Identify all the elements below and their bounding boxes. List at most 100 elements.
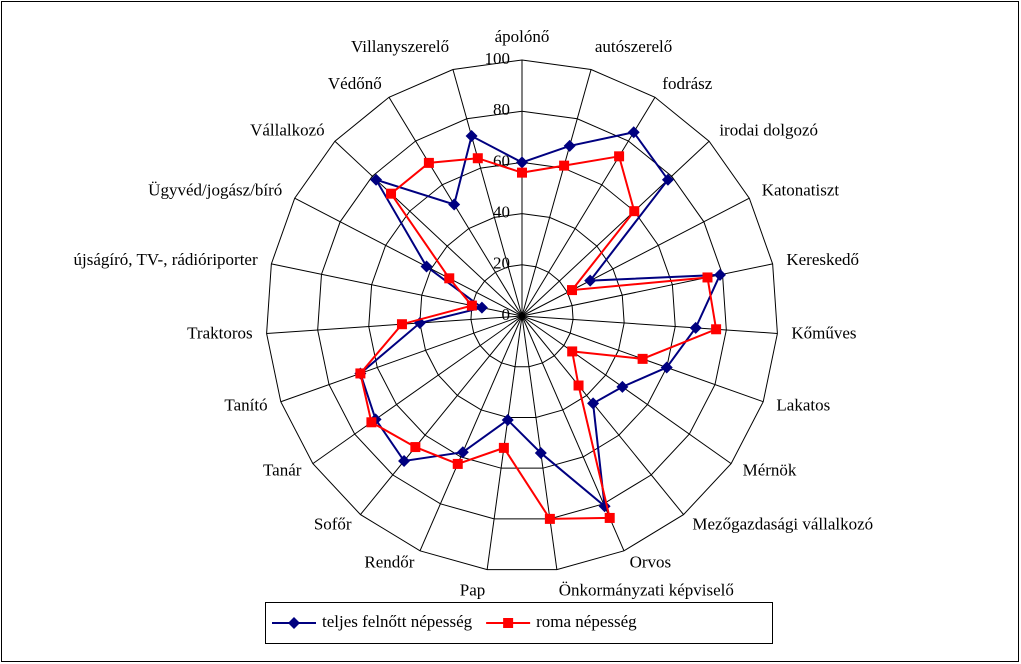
- marker: [498, 442, 509, 453]
- category-label: Pap: [460, 580, 486, 599]
- marker: [714, 268, 727, 281]
- marker: [420, 260, 433, 273]
- category-label: autószerelő: [595, 37, 672, 56]
- marker: [516, 156, 528, 169]
- marker: [288, 617, 300, 629]
- spoke: [294, 197, 523, 317]
- category-label: Tanító: [224, 395, 267, 414]
- grid-ring: [368, 161, 676, 469]
- spoke: [486, 315, 523, 570]
- legend-label: roma népesség: [536, 612, 637, 631]
- marker: [475, 301, 488, 314]
- spoke: [521, 315, 558, 570]
- spoke: [360, 315, 523, 515]
- marker: [689, 321, 702, 334]
- spoke: [521, 140, 710, 317]
- grid-ring: [419, 213, 625, 418]
- marker: [355, 368, 366, 379]
- spoke: [521, 69, 592, 317]
- tick-label: 100: [485, 49, 511, 68]
- marker: [472, 153, 483, 164]
- marker: [661, 173, 674, 186]
- marker: [567, 346, 578, 357]
- marker: [584, 274, 597, 287]
- category-label: Sofőr: [314, 514, 352, 533]
- marker: [410, 442, 421, 453]
- category-label: Védőnő: [328, 74, 382, 93]
- marker: [627, 126, 640, 139]
- spoke: [521, 315, 732, 465]
- spoke: [266, 315, 523, 334]
- marker: [702, 272, 713, 283]
- category-label: Vállalkozó: [250, 121, 325, 140]
- category-label: újságíró, TV-, rádióriporter: [74, 250, 258, 269]
- spoke: [452, 69, 523, 317]
- tick-label: 80: [493, 100, 510, 119]
- category-label: Tanár: [263, 461, 302, 480]
- marker: [370, 173, 383, 186]
- series-line: [359, 131, 722, 509]
- marker: [466, 300, 477, 311]
- spoke: [521, 315, 684, 515]
- spoke: [312, 315, 523, 465]
- marker: [637, 353, 648, 364]
- category-label: Rendőr: [364, 553, 414, 572]
- marker: [501, 413, 514, 426]
- category-label: Mérnök: [743, 461, 797, 480]
- tick-label: 0: [502, 305, 511, 324]
- marker: [616, 380, 629, 393]
- marker: [444, 273, 455, 284]
- category-label: Villanyszerelő: [351, 37, 449, 56]
- category-label: fodrász: [662, 74, 712, 93]
- marker: [396, 319, 407, 330]
- category-label: irodai dolgozó: [719, 121, 818, 140]
- marker: [544, 513, 555, 524]
- category-label: Ügyvéd/jogász/bíró: [148, 181, 282, 200]
- marker: [587, 397, 600, 410]
- marker: [366, 417, 377, 428]
- marker: [563, 139, 576, 152]
- marker: [503, 618, 514, 628]
- grid-ring: [317, 110, 727, 520]
- category-label: Mezőgazdasági vállalkozó: [692, 514, 873, 533]
- marker: [398, 454, 411, 467]
- marker: [452, 458, 463, 469]
- category-label: ápolónő: [495, 27, 550, 46]
- marker: [465, 130, 478, 143]
- marker: [660, 361, 673, 374]
- spoke: [419, 315, 523, 552]
- tick-label: 40: [493, 203, 510, 222]
- series-line: [359, 155, 718, 520]
- spoke: [521, 315, 625, 552]
- marker: [423, 157, 434, 168]
- category-label: Önkormányzati képviselő: [559, 580, 734, 599]
- spoke: [280, 315, 523, 403]
- spoke: [521, 263, 773, 317]
- tick-label: 20: [493, 254, 510, 273]
- marker: [386, 188, 397, 199]
- spoke: [334, 140, 523, 317]
- marker: [614, 151, 625, 162]
- legend-label: teljes felnőtt népesség: [322, 612, 473, 631]
- marker: [604, 512, 615, 523]
- spoke: [521, 197, 750, 317]
- marker: [456, 446, 469, 459]
- spoke: [521, 315, 778, 334]
- marker: [629, 206, 640, 217]
- marker: [517, 167, 527, 178]
- category-label: Lakatos: [776, 395, 830, 414]
- marker: [573, 380, 584, 391]
- marker: [448, 198, 461, 211]
- marker: [711, 324, 722, 335]
- grid-ring: [470, 264, 574, 368]
- category-label: Kőműves: [791, 323, 856, 342]
- grid-ring: [266, 59, 778, 571]
- category-label: Kereskedő: [786, 250, 859, 269]
- marker: [534, 446, 547, 459]
- marker: [567, 285, 578, 296]
- category-label: Orvos: [630, 553, 672, 572]
- category-label: Traktoros: [187, 323, 253, 342]
- marker: [559, 160, 570, 171]
- category-label: Katonatiszt: [762, 181, 840, 200]
